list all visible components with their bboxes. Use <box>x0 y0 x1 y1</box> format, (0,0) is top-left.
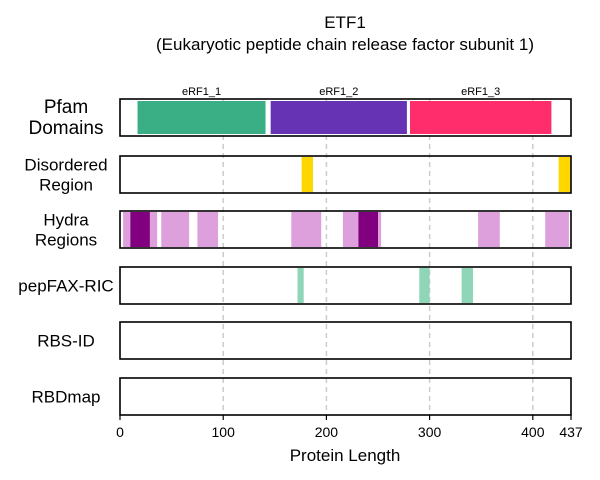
track-2-segment-0 <box>123 212 131 247</box>
track-label-0: Pfam Domains <box>29 97 104 139</box>
track-label-5: RBDmap <box>32 388 101 407</box>
track-2-segment-6 <box>342 212 359 247</box>
track-3-segment-0 <box>297 268 304 303</box>
track-2-segment-2 <box>149 212 158 247</box>
chart-subtitle: (Eukaryotic peptide chain release factor… <box>156 35 534 54</box>
track-2: Hydra Regions <box>35 210 572 250</box>
track-0-segment-1 <box>270 101 407 134</box>
track-5: RBDmap <box>32 377 572 416</box>
x-tick-label-3: 300 <box>418 424 442 440</box>
x-axis-label: Protein Length <box>290 446 401 465</box>
track-3: pepFAX-RIC <box>18 266 572 305</box>
track-1-frame <box>119 155 572 194</box>
track-2-segment-7 <box>358 212 379 247</box>
track-label-1: Disordered Region <box>24 156 107 195</box>
track-label-3: pepFAX-RIC <box>18 277 113 296</box>
track-2-segment-3 <box>161 212 190 247</box>
track-4-frame <box>119 321 572 360</box>
track-3-segment-1 <box>419 268 430 303</box>
domain-label-1: eRF1_2 <box>319 86 358 98</box>
x-tick-label-1: 100 <box>212 424 236 440</box>
x-tick-label-5: 437 <box>559 424 583 440</box>
track-0: eRF1_1 eRF1_2 eRF1_3 Pfam Domains <box>29 86 572 139</box>
track-5-frame <box>119 377 572 416</box>
domain-label-0: eRF1_1 <box>182 86 221 98</box>
x-tick-label-0: 0 <box>116 424 124 440</box>
x-tick-label-4: 400 <box>521 424 545 440</box>
track-label-4: RBS-ID <box>37 332 95 351</box>
track-2-segment-1 <box>130 212 150 247</box>
chart-title: ETF1 <box>324 13 366 32</box>
track-2-segment-8 <box>378 212 382 247</box>
track-0-frame <box>119 98 572 137</box>
track-0-segment-0 <box>137 101 266 134</box>
domain-label-2: eRF1_3 <box>461 86 500 98</box>
track-0-segment-2 <box>410 101 552 134</box>
x-axis: 0 100 200 300 400 437 <box>116 415 583 440</box>
track-2-frame <box>119 210 572 249</box>
track-4: RBS-ID <box>37 321 572 360</box>
track-1: Disordered Region <box>24 155 572 195</box>
track-2-segment-10 <box>545 212 569 247</box>
track-2-segment-4 <box>197 212 219 247</box>
tracks-layer: eRF1_1 eRF1_2 eRF1_3 Pfam Domains Disordered R… <box>18 86 572 416</box>
x-tick-label-2: 200 <box>315 424 339 440</box>
track-3-segment-2 <box>461 268 473 303</box>
track-1-segment-0 <box>301 157 313 192</box>
track-1-segment-1 <box>558 157 571 192</box>
track-3-frame <box>119 266 572 305</box>
track-2-segment-5 <box>291 212 322 247</box>
grid-layer <box>222 99 534 415</box>
track-2-segment-9 <box>478 212 500 247</box>
track-label-2: Hydra Regions <box>35 211 97 250</box>
